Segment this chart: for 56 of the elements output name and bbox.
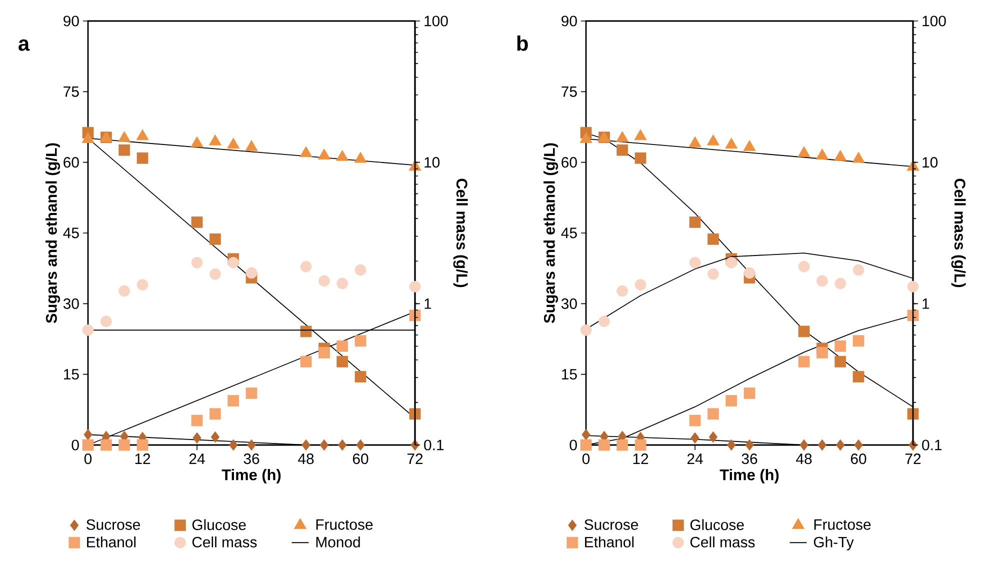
y2-tick-label: 0.1 <box>922 440 942 450</box>
x-axis-title: Time (h) <box>222 468 281 484</box>
legend-label: Glucose <box>690 519 744 530</box>
x-tick-label: 24 <box>687 454 703 464</box>
y-tick-label: 30 <box>63 298 79 309</box>
x-tick-label: 36 <box>742 454 758 464</box>
x-tick-label: 0 <box>84 454 92 464</box>
x-tick-label: 60 <box>850 454 866 464</box>
text: b <box>517 36 528 51</box>
legend-label: Sucrose <box>86 519 140 530</box>
y-tick-label: 60 <box>64 157 79 168</box>
y2-tick-label: 10 <box>424 157 440 168</box>
legend-label: Fructose <box>316 519 373 530</box>
y-axis-title: Sugars and ethanol (g/L) <box>46 143 60 324</box>
legend-label: Cell mass <box>690 536 755 548</box>
x-tick-label: 72 <box>905 454 921 464</box>
x-tick-label: 48 <box>796 454 812 464</box>
y2-tick-label: 1 <box>922 298 930 309</box>
y-tick-label: 90 <box>562 16 577 26</box>
y2-tick-label: 100 <box>424 16 448 26</box>
x-tick-label: 60 <box>352 454 368 464</box>
x-tick-label: 48 <box>298 454 314 464</box>
y-tick-label: 15 <box>562 369 577 380</box>
legend-label: Monod <box>316 536 360 548</box>
x-tick-label: 36 <box>244 454 260 464</box>
y-tick-label: 0 <box>570 440 577 450</box>
legend-label: Fructose <box>814 519 871 530</box>
x-tick-label: 24 <box>189 454 205 464</box>
y-tick-label: 30 <box>561 298 577 309</box>
y-tick-label: 60 <box>562 157 577 168</box>
legend-label: Gh-Ty <box>814 536 854 550</box>
y2-axis-title: Cell mass (g/L) <box>951 178 966 288</box>
legend-label: Ethanol <box>87 536 136 548</box>
y-tick-label: 0 <box>72 440 79 450</box>
y-tick-label: 75 <box>64 86 79 97</box>
legend-label: Glucose <box>192 519 246 530</box>
legend-label: Ethanol <box>585 536 634 548</box>
x-tick-label: 72 <box>407 454 423 464</box>
legend-label: Sucrose <box>584 519 638 530</box>
y-tick-label: 75 <box>562 86 577 97</box>
x-tick-label: 12 <box>135 454 150 464</box>
legend-label: Cell mass <box>192 536 257 548</box>
y-tick-label: 45 <box>561 228 577 238</box>
y-axis-title: Sugars and ethanol (g/L) <box>544 143 558 324</box>
y-tick-label: 45 <box>63 228 79 238</box>
y2-tick-label: 0.1 <box>424 440 444 450</box>
x-tick-label: 12 <box>633 454 648 464</box>
y2-tick-label: 100 <box>922 16 946 26</box>
x-axis-title: Time (h) <box>720 468 779 484</box>
y2-axis-title: Cell mass (g/L) <box>453 178 468 288</box>
text: a <box>18 39 30 51</box>
y-tick-label: 90 <box>64 16 79 26</box>
x-tick-label: 0 <box>582 454 590 464</box>
y2-tick-label: 10 <box>922 157 938 168</box>
y-tick-label: 15 <box>64 369 79 380</box>
y2-tick-label: 1 <box>424 298 432 309</box>
